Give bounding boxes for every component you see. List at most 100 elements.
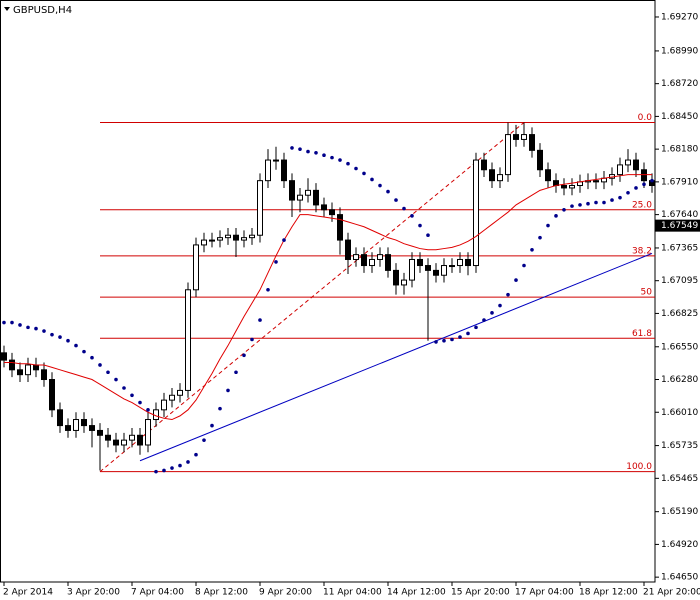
candle-body bbox=[489, 169, 495, 182]
sar-dot bbox=[330, 155, 334, 160]
candle-body bbox=[185, 289, 191, 391]
sar-dot bbox=[474, 325, 478, 330]
x-tick-label: 9 Apr 20:00 bbox=[259, 588, 312, 598]
sar-dot bbox=[266, 287, 270, 292]
x-tick-label: 14 Apr 12:00 bbox=[387, 588, 446, 598]
sar-dot bbox=[106, 370, 110, 375]
sar-dot bbox=[402, 206, 406, 211]
sar-dot bbox=[546, 223, 550, 228]
candle-body bbox=[313, 189, 319, 206]
sar-dot bbox=[186, 460, 190, 464]
sar-dot bbox=[154, 469, 158, 474]
y-tick-label: 1.66010 bbox=[661, 408, 698, 418]
menu-triangle[interactable] bbox=[4, 7, 10, 11]
candle-body bbox=[161, 399, 167, 411]
candle-body bbox=[113, 439, 119, 446]
sar-dot bbox=[98, 363, 102, 367]
candle-body bbox=[81, 419, 87, 427]
sar-dot bbox=[530, 247, 534, 252]
y-tick-label: 1.67910 bbox=[661, 177, 698, 187]
candle-body bbox=[321, 204, 327, 211]
candle-body bbox=[625, 159, 631, 166]
sar-dot bbox=[634, 186, 638, 190]
candle-body bbox=[297, 194, 303, 201]
y-tick-label: 1.66280 bbox=[661, 375, 698, 385]
sar-dot bbox=[58, 335, 62, 339]
sar-dot bbox=[482, 318, 486, 322]
candle-body bbox=[545, 169, 551, 182]
sar-dot bbox=[234, 370, 238, 375]
sar-dot bbox=[394, 198, 398, 202]
candle-body bbox=[641, 169, 647, 182]
x-tick-label: 15 Apr 20:00 bbox=[451, 588, 510, 598]
price-box bbox=[655, 219, 700, 232]
sar-dot bbox=[586, 201, 590, 206]
sar-dot bbox=[418, 223, 422, 228]
candle-body bbox=[9, 359, 15, 371]
sar-dot bbox=[434, 340, 438, 344]
candle-body bbox=[129, 434, 135, 441]
candle-body bbox=[217, 237, 223, 241]
candle-body bbox=[361, 254, 367, 267]
sar-dot bbox=[610, 198, 614, 202]
sar-dot bbox=[250, 337, 254, 342]
sar-dot bbox=[490, 311, 494, 315]
sar-dot bbox=[10, 320, 14, 325]
candle-body bbox=[137, 434, 143, 446]
candle-body bbox=[529, 134, 535, 151]
sar-dot bbox=[650, 178, 654, 183]
sar-dot bbox=[202, 438, 206, 442]
candle-body bbox=[241, 237, 247, 241]
sar-dot bbox=[442, 338, 446, 343]
candle-body bbox=[17, 369, 23, 376]
candle-body bbox=[473, 159, 479, 267]
sar-dot bbox=[138, 400, 142, 405]
sar-dot bbox=[50, 332, 54, 337]
candle-body bbox=[497, 174, 503, 182]
candle-body bbox=[49, 379, 55, 411]
sar-dot bbox=[386, 189, 390, 194]
fib-level-label: 0.0 bbox=[638, 113, 653, 123]
candle-body bbox=[73, 419, 79, 431]
sar-dot bbox=[346, 161, 350, 166]
candle-body bbox=[369, 258, 375, 267]
sar-dot bbox=[378, 183, 382, 188]
x-tick-label: 3 Apr 20:00 bbox=[67, 588, 120, 598]
sar-dot bbox=[122, 386, 126, 390]
candle-body bbox=[401, 279, 407, 286]
candle-body bbox=[513, 134, 519, 140]
sar-dot bbox=[498, 303, 502, 308]
candle-body bbox=[65, 425, 71, 431]
candle-body bbox=[457, 258, 463, 267]
x-tick-label: 18 Apr 12:00 bbox=[579, 588, 638, 598]
sar-dot bbox=[242, 353, 246, 358]
y-tick-label: 1.67365 bbox=[661, 243, 698, 253]
sar-dot bbox=[226, 388, 230, 393]
sar-dot bbox=[34, 326, 38, 331]
candle-body bbox=[569, 185, 575, 189]
trendline bbox=[139, 252, 653, 462]
candle-body bbox=[441, 265, 447, 276]
sar-dot bbox=[282, 238, 286, 242]
candle-body bbox=[257, 180, 263, 236]
fib-trend bbox=[99, 122, 525, 473]
y-tick-label: 1.68450 bbox=[661, 112, 698, 122]
candle-body bbox=[425, 265, 431, 271]
candle-body bbox=[249, 234, 255, 239]
y-tick-label: 1.65735 bbox=[661, 441, 698, 451]
candle-body bbox=[145, 419, 151, 446]
moving-average bbox=[4, 174, 652, 421]
candle-body bbox=[1, 352, 7, 361]
y-tick-label: 1.66550 bbox=[661, 342, 698, 352]
y-tick-label: 1.67095 bbox=[661, 276, 698, 286]
sar-dot bbox=[506, 292, 510, 297]
fib-level-label: 50 bbox=[641, 288, 653, 298]
sar-dot bbox=[298, 147, 302, 151]
sar-dot bbox=[322, 153, 326, 157]
sar-dot bbox=[66, 338, 70, 343]
candle-body bbox=[193, 244, 199, 291]
y-tick-label: 1.68990 bbox=[661, 46, 698, 56]
candle-body bbox=[385, 254, 391, 271]
candle-body bbox=[105, 434, 111, 441]
sar-dot bbox=[194, 452, 198, 457]
